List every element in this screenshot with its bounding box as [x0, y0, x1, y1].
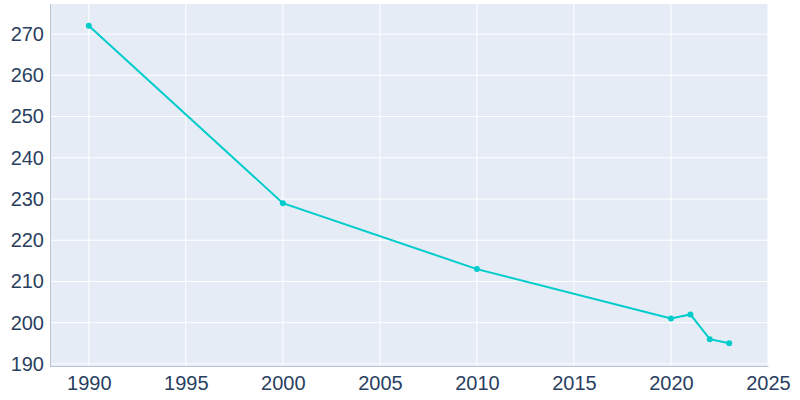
- x-tick: 1990: [67, 366, 112, 394]
- y-tick-label: 230: [11, 188, 44, 210]
- x-grid-line: [282, 4, 283, 366]
- x-tick-label: 1990: [67, 372, 112, 394]
- x-tick-label: 2025: [746, 372, 791, 394]
- y-tick-label: 190: [11, 353, 44, 375]
- x-grid-line: [476, 4, 477, 366]
- series: [86, 23, 732, 346]
- x-tick: 2015: [552, 366, 597, 394]
- chart: 1990 1995 2000 2005 2010 2015 2020 2025 190 200 21…: [0, 0, 800, 400]
- y-tick: 270: [11, 23, 50, 45]
- y-grid-line: [50, 34, 768, 35]
- x-grid-line: [185, 4, 186, 366]
- x-tick-label: 2010: [455, 372, 500, 394]
- y-grid-line: [50, 322, 768, 323]
- x-tick: 2000: [261, 366, 306, 394]
- y-tick: 250: [11, 105, 50, 127]
- point: [668, 316, 674, 322]
- y-grid-line: [50, 75, 768, 76]
- y-tick: 260: [11, 64, 50, 86]
- x-tick-label: 2015: [552, 372, 597, 394]
- point: [86, 23, 92, 29]
- y-tick: 240: [11, 147, 50, 169]
- y-grid-line: [50, 116, 768, 117]
- x-grid-line: [379, 4, 380, 366]
- grid: [50, 4, 768, 366]
- y-grid-line: [50, 281, 768, 282]
- x-tick: 2020: [649, 366, 694, 394]
- y-axis-line: [50, 5, 51, 367]
- x-grid-line: [88, 4, 89, 366]
- y-grid-line: [50, 240, 768, 241]
- y-grid-line: [50, 363, 768, 364]
- x-tick: 2010: [455, 366, 500, 394]
- y-grid-line: [50, 199, 768, 200]
- x-tick-label: 2020: [649, 372, 694, 394]
- y-tick-label: 260: [11, 64, 44, 86]
- x-grid-line: [670, 4, 671, 366]
- y-tick: 200: [11, 312, 50, 334]
- y-grid-line: [50, 157, 768, 158]
- point: [474, 266, 480, 272]
- y-tick-label: 270: [11, 23, 44, 45]
- x-axis: 1990 1995 2000 2005 2010 2015 2020 2025: [51, 366, 791, 394]
- y-tick: 220: [11, 229, 50, 251]
- y-tick-label: 220: [11, 229, 44, 251]
- point: [726, 340, 732, 346]
- y-tick: 230: [11, 188, 50, 210]
- y-axis: 190 200 210 220 230 240 250 260 270: [11, 5, 51, 375]
- y-tick-label: 200: [11, 312, 44, 334]
- line: [89, 26, 729, 343]
- y-tick: 190: [11, 353, 50, 375]
- plot-background: [50, 4, 768, 366]
- point: [707, 336, 713, 342]
- x-tick: 2005: [358, 366, 403, 394]
- x-tick-label: 2000: [261, 372, 306, 394]
- point: [687, 311, 693, 317]
- x-tick: 1995: [164, 366, 209, 394]
- x-tick: 2025: [746, 366, 791, 394]
- y-tick-label: 250: [11, 105, 44, 127]
- x-tick-label: 2005: [358, 372, 403, 394]
- x-grid-line: [573, 4, 574, 366]
- x-grid-line: [768, 4, 769, 366]
- x-axis-line: [51, 366, 769, 367]
- y-tick: 210: [11, 270, 50, 292]
- x-tick-label: 1995: [164, 372, 209, 394]
- y-tick-label: 210: [11, 270, 44, 292]
- y-tick-label: 240: [11, 147, 44, 169]
- point: [280, 200, 286, 206]
- plot: 1990 1995 2000 2005 2010 2015 2020 2025 190 200 21…: [11, 4, 791, 394]
